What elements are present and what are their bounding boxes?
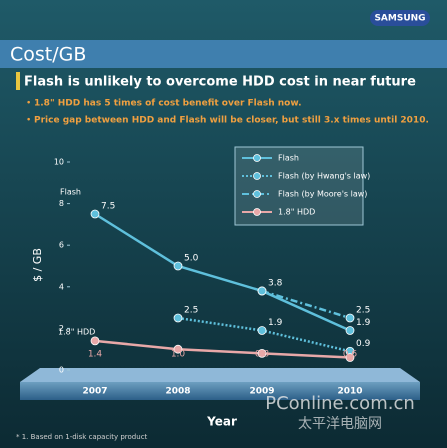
marker <box>257 348 267 358</box>
bullet: • <box>26 116 31 126</box>
axis-band <box>20 382 420 400</box>
logo: SAMSUNG <box>374 14 425 24</box>
bullet: • <box>26 99 31 109</box>
bullet-text: Price gap between HDD and Flash will be … <box>34 116 429 126</box>
data-label: 0.9 <box>356 339 371 349</box>
axis-band-top <box>20 368 420 382</box>
marker <box>173 261 183 271</box>
data-label: 2.5 <box>356 306 370 316</box>
watermark-sub: 太平洋电脑网 <box>298 416 382 432</box>
y-tick-label: 2 <box>59 324 64 333</box>
y-tick-label: 10 <box>54 158 64 167</box>
data-label: 3.8 <box>268 278 283 288</box>
marker <box>345 326 355 335</box>
marker <box>90 336 100 346</box>
slide-title: Cost/GB <box>10 44 86 66</box>
data-label: 7.5 <box>101 202 115 212</box>
marker <box>173 344 183 354</box>
y-tick-label: 0 <box>59 366 64 375</box>
legend-marker <box>253 172 261 180</box>
series-line <box>94 212 351 332</box>
data-label: 1.0 <box>171 350 186 360</box>
data-label: 2.5 <box>184 306 198 316</box>
heading: Flash is unlikely to overcome HDD cost i… <box>24 75 416 90</box>
y-tick-label: 6 <box>59 241 64 250</box>
x-tick-label: 2007 <box>82 387 107 397</box>
marker <box>257 286 267 296</box>
heading-marker <box>16 72 20 90</box>
y-axis-label: $ / GB <box>31 248 44 282</box>
data-label: 1.9 <box>268 318 283 328</box>
marker <box>173 313 183 323</box>
logo-badge <box>370 10 430 26</box>
watermark: PConline.com.cn <box>265 393 415 414</box>
y-tick-label: 4 <box>59 282 64 291</box>
x-axis-label: Year <box>206 415 237 429</box>
data-label: 1.4 <box>88 350 103 360</box>
legend-label: Flash <box>278 154 299 163</box>
legend-label: 1.8" HDD <box>278 208 315 217</box>
series-line <box>261 289 351 320</box>
series-line <box>94 339 351 359</box>
data-label: 1.9 <box>356 318 371 328</box>
legend-marker <box>253 190 261 198</box>
data-label: 5.0 <box>184 254 199 264</box>
legend-marker <box>253 208 261 216</box>
annotation: 1.8" HDD <box>58 328 95 337</box>
footnote: * 1. Based on 1-disk capacity product <box>16 433 148 441</box>
bullet-text: 1.8" HDD has 5 times of cost benefit ove… <box>34 99 301 109</box>
data-label: 0.6 <box>343 350 358 360</box>
x-tick-label: 2010 <box>337 387 362 397</box>
x-tick-label: 2008 <box>165 387 190 397</box>
marker <box>345 353 355 362</box>
marker <box>257 326 267 335</box>
legend-marker <box>253 154 261 162</box>
legend-label: Flash (by Moore's law) <box>278 190 367 199</box>
legend-label: Flash (by Hwang's law) <box>278 172 370 181</box>
header-band <box>0 40 447 68</box>
data-label: 0.8 <box>255 350 270 360</box>
marker <box>345 313 355 323</box>
y-tick-label: 8 <box>59 199 64 208</box>
x-tick-label: 2009 <box>249 387 274 397</box>
annotation: Flash <box>60 188 81 197</box>
marker <box>90 209 100 219</box>
